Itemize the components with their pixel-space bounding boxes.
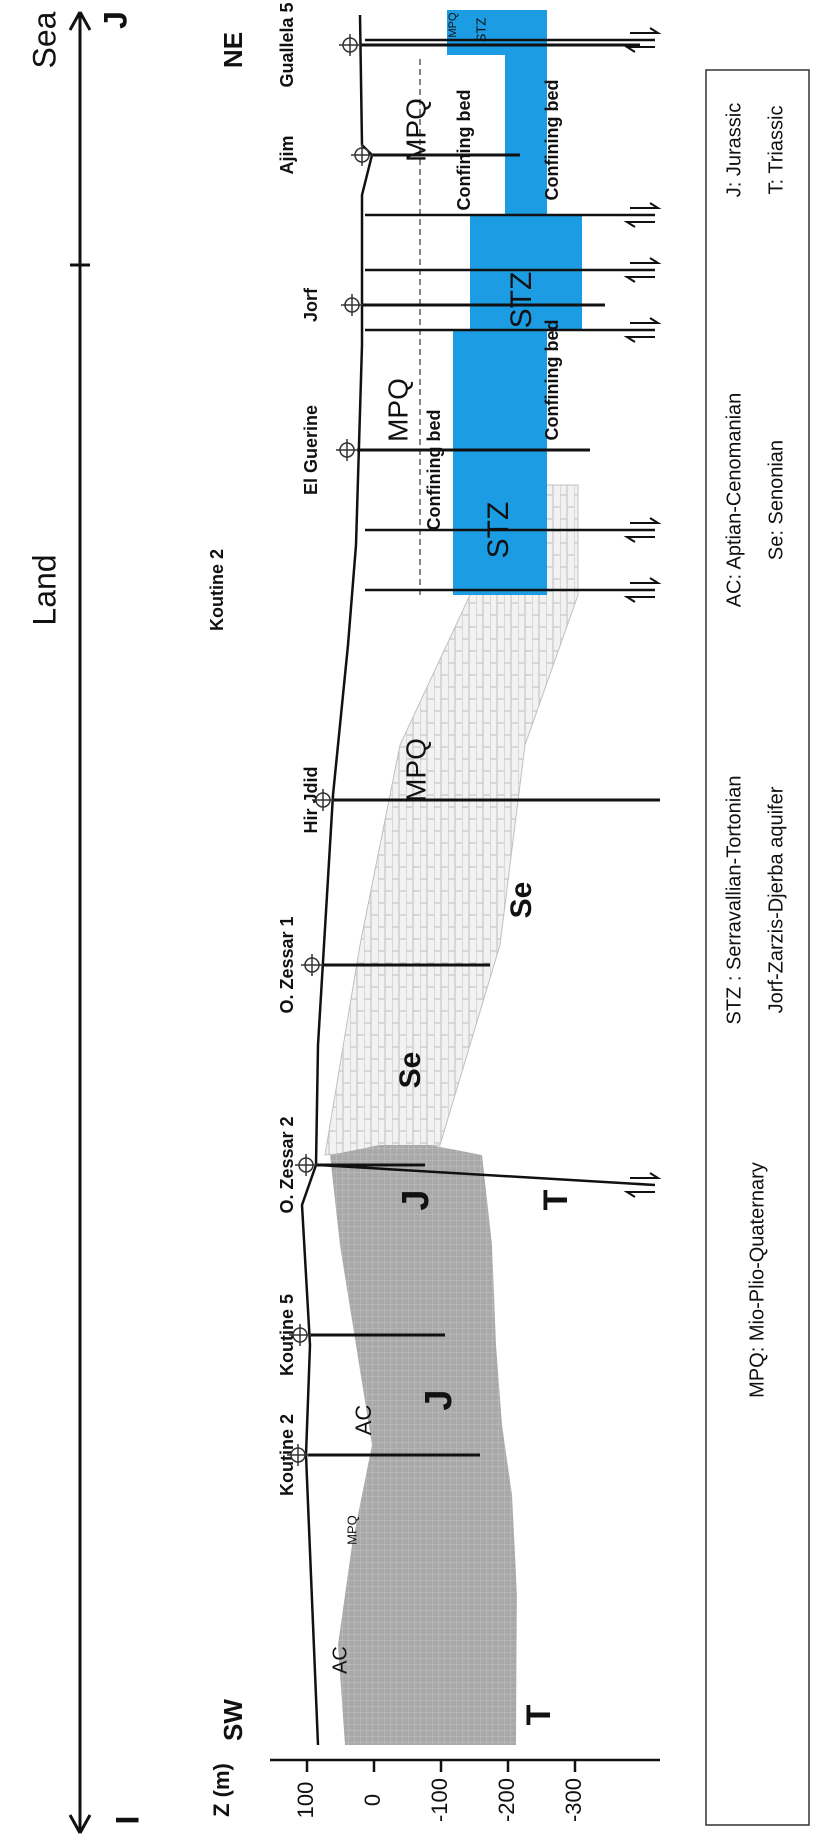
well-name: Jorf: [301, 287, 321, 322]
unit-label: Confining bed: [542, 80, 562, 201]
z-tick-label: 100: [293, 1782, 318, 1819]
z-tick-label: -100: [427, 1778, 452, 1822]
well-symbol-cross: [301, 954, 323, 976]
unit-label: J: [418, 1389, 460, 1410]
z-axis-label: Z (m): [209, 1763, 234, 1817]
legend-entry: Jorf-Zarzis-Djerba aquifer: [765, 786, 787, 1013]
z-tick-label: -200: [494, 1778, 519, 1822]
unit-label: AC: [329, 1646, 351, 1674]
well-name: Guallela 5: [277, 2, 297, 87]
legend-entry: J: Jurassic: [723, 103, 745, 197]
cross-section: Land Sea I J SW NE Z (m) 100 0 -100 -200 -300 Koutin…: [0, 0, 814, 1845]
unit-label: Confining bed: [454, 90, 474, 211]
well-name: O. Zessar 1: [277, 916, 297, 1013]
sw-label: SW: [218, 1699, 248, 1741]
well-name: O. Zessar 2: [277, 1116, 297, 1213]
z-tick-label: 0: [360, 1794, 385, 1806]
well-name: Koutine 2: [207, 549, 227, 631]
unit-label: MPQ: [400, 98, 431, 162]
unit-label: STZ: [482, 502, 515, 559]
section-end: J: [97, 11, 133, 29]
well-name: Ajim: [277, 135, 297, 174]
unit-label: T: [537, 1189, 575, 1210]
unit-label: AC: [351, 1405, 376, 1436]
unit-label: J: [395, 1189, 437, 1210]
jurassic-layer: [330, 1145, 517, 1745]
legend-box: [706, 70, 809, 1825]
land-sea-arrow: [70, 12, 90, 1833]
unit-label: STZ: [505, 272, 538, 329]
unit-label: Confining bed: [424, 410, 444, 531]
unit-label: Confining bed: [542, 320, 562, 441]
unit-label: MPQ: [382, 378, 413, 442]
legend-entry: AC: Aptian-Cenomanian: [723, 393, 745, 608]
unit-label: MPQ: [447, 12, 459, 38]
legend-entry: T: Triassic: [765, 106, 787, 195]
ground-surface: [302, 15, 372, 1745]
rotated-section: Land Sea I J SW NE Z (m) 100 0 -100 -200 -300 Koutin…: [26, 2, 809, 1833]
legend-entry: STZ : Serravallian-Tortonian: [723, 776, 745, 1025]
well-symbol-cross: [336, 439, 358, 461]
section-start: I: [109, 1816, 145, 1825]
unit-label: Se: [394, 1052, 427, 1089]
unit-label: Se: [505, 882, 538, 919]
unit-label: MPQ: [344, 1515, 359, 1545]
unit-label: T: [520, 1704, 558, 1725]
well-symbol-cross: [339, 34, 361, 56]
land-label: Land: [26, 554, 62, 625]
sea-label: Sea: [26, 11, 62, 68]
unit-label: STZ: [473, 18, 488, 43]
ne-label: NE: [218, 32, 248, 68]
unit-label: MPQ: [400, 738, 431, 802]
well-name: El Guerine: [301, 405, 321, 495]
legend-entry: MPQ: Mio-Plio-Quaternary: [746, 1162, 768, 1398]
legend-entry: Se: Senonian: [765, 440, 787, 560]
well-symbol-cross: [341, 294, 363, 316]
z-tick-label: -300: [561, 1778, 586, 1822]
